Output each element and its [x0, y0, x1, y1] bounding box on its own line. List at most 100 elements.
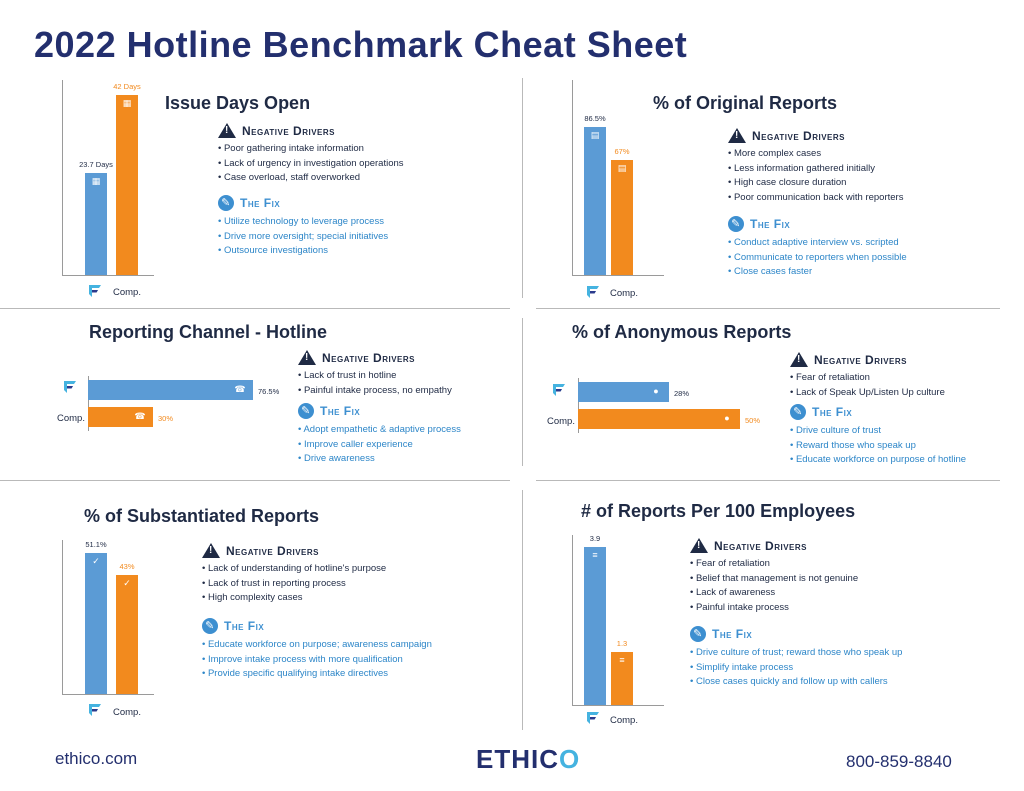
negative-drivers-heading: Negative Drivers: [298, 350, 452, 365]
list-item: Reward those who speak up: [790, 439, 966, 454]
data-label: 86.5%: [584, 114, 606, 123]
fix-label: The Fix: [224, 619, 265, 633]
brand-text-o: O: [559, 744, 581, 774]
list-item: Fear of retaliation: [690, 557, 858, 572]
ethico-logo-mark: [586, 285, 600, 299]
footer-website[interactable]: ethico.com: [55, 749, 138, 768]
list-item: Simplify intake process: [690, 661, 902, 676]
list-item: Fear of retaliation: [790, 371, 945, 386]
list-item: Provide specific qualifying intake direc…: [202, 667, 432, 682]
bar-ethico: ✓: [85, 553, 107, 694]
negative-drivers-heading: Negative Drivers: [202, 543, 386, 558]
list-item: Educate workforce on purpose; awareness …: [202, 638, 432, 653]
check-icon: ✓: [92, 556, 100, 566]
comp-label: Comp.: [610, 715, 638, 726]
list-item: Conduct adaptive interview vs. scripted: [728, 236, 907, 251]
list-item: Drive more oversight; special initiative…: [218, 230, 388, 245]
fix-block: ✎ The Fix Educate workforce on purpose; aw…: [202, 618, 432, 682]
chart-title: % of Anonymous Reports: [572, 322, 792, 342]
x-axis: [572, 275, 664, 276]
x-axis: [62, 275, 154, 276]
fix-list: Drive culture of trustReward those who s…: [790, 424, 966, 468]
list-item: Lack of urgency in investigation operati…: [218, 157, 404, 172]
y-axis: [572, 80, 573, 275]
y-axis: [578, 378, 579, 433]
data-label: 50%: [745, 416, 761, 425]
bar-ethico: ▤: [584, 127, 606, 275]
calendar-icon: ▦: [91, 176, 101, 186]
chart-title: Issue Days Open: [165, 93, 311, 113]
list-item: Drive culture of trust; reward those who…: [690, 646, 902, 661]
chart-title: Reporting Channel - Hotline: [89, 322, 327, 342]
check-icon: ✓: [123, 578, 131, 588]
fix-heading: ✎ The Fix: [690, 626, 902, 642]
footer-phone[interactable]: 800-859-8840: [846, 752, 952, 771]
comp-label: Comp.: [610, 288, 638, 299]
fix-label: The Fix: [240, 196, 281, 210]
list-item: Case overload, staff overworked: [218, 171, 404, 186]
fix-label: The Fix: [712, 627, 753, 641]
fix-list: Drive culture of trust; reward those who…: [690, 646, 902, 690]
data-label: 67%: [614, 147, 630, 156]
negative-drivers-list: More complex casesLess information gathe…: [728, 147, 904, 206]
negative-drivers-heading: Negative Drivers: [690, 538, 858, 553]
data-label: 51.1%: [85, 540, 107, 549]
list-item: Close cases faster: [728, 265, 907, 280]
ethico-logo-mark: [552, 383, 566, 397]
y-axis: [572, 535, 573, 705]
phone-icon: ☎: [234, 384, 246, 394]
list-item: Belief that management is not genuine: [690, 572, 858, 587]
list-item: Communicate to reporters when possible: [728, 251, 907, 266]
negative-drivers-label: Negative Drivers: [752, 128, 845, 143]
divider: [522, 78, 523, 298]
negative-drivers-list: Lack of trust in hotlinePainful intake p…: [298, 369, 452, 398]
fix-list: Conduct adaptive interview vs. scriptedC…: [728, 236, 907, 280]
negative-drivers-block: Negative Drivers Poor gathering intake in…: [218, 123, 404, 186]
wrench-icon: ✎: [790, 404, 806, 420]
comp-label: Comp.: [113, 287, 141, 298]
fix-list: Utilize technology to leverage processDr…: [218, 215, 388, 259]
wrench-icon: ✎: [690, 626, 706, 642]
document-icon: ▤: [617, 163, 627, 173]
warning-icon: [690, 538, 708, 553]
list-item: Less information gathered initially: [728, 162, 903, 177]
bar-comp: ▦: [116, 95, 138, 275]
bar-ethico: ☎: [88, 380, 253, 400]
bar-ethico: ●: [578, 382, 669, 402]
negative-drivers-list: Fear of retaliationBelief that managemen…: [690, 557, 858, 615]
chart-title: # of Reports Per 100 Employees: [581, 501, 856, 521]
list-item: Poor gathering intake information: [218, 142, 404, 157]
data-label: 42 Days: [113, 82, 141, 91]
bar-ethico: ▦: [85, 173, 107, 275]
bar-comp: ●: [578, 409, 740, 429]
chart-title: % of Substantiated Reports: [84, 506, 320, 526]
ethico-logo-mark: [88, 703, 102, 717]
warning-icon: [202, 543, 220, 558]
negative-drivers-label: Negative Drivers: [814, 352, 907, 367]
list-item: Adopt empathetic & adaptive process: [298, 423, 460, 438]
list-item: Poor communication back with reporters: [728, 191, 904, 206]
bar-comp: ≡: [611, 652, 633, 705]
fix-list: Adopt empathetic & adaptive processImpro…: [298, 423, 461, 467]
wrench-icon: ✎: [218, 195, 234, 211]
warning-icon: [728, 128, 746, 143]
bar-comp: ✓: [116, 575, 138, 694]
list-item: Lack of understanding of hotline's purpo…: [202, 562, 386, 577]
bar-comp: ▤: [611, 160, 633, 275]
list-item: High complexity cases: [202, 591, 386, 606]
negative-drivers-label: Negative Drivers: [322, 350, 415, 365]
list-item: Drive awareness: [298, 452, 461, 467]
list-item: Close cases quickly and follow up with c…: [690, 675, 902, 690]
list-item: More complex cases: [728, 147, 903, 162]
fix-block: ✎ The Fix Drive culture of trust; reward t…: [690, 626, 902, 690]
fix-block: ✎ The Fix Drive culture of trustReward tho…: [790, 404, 966, 468]
ethico-logo-mark: [88, 284, 102, 298]
fix-block: ✎ The Fix Adopt empathetic & adaptive proc…: [298, 403, 461, 467]
comp-label: Comp.: [57, 413, 85, 424]
bar-comp: ☎: [88, 407, 153, 427]
